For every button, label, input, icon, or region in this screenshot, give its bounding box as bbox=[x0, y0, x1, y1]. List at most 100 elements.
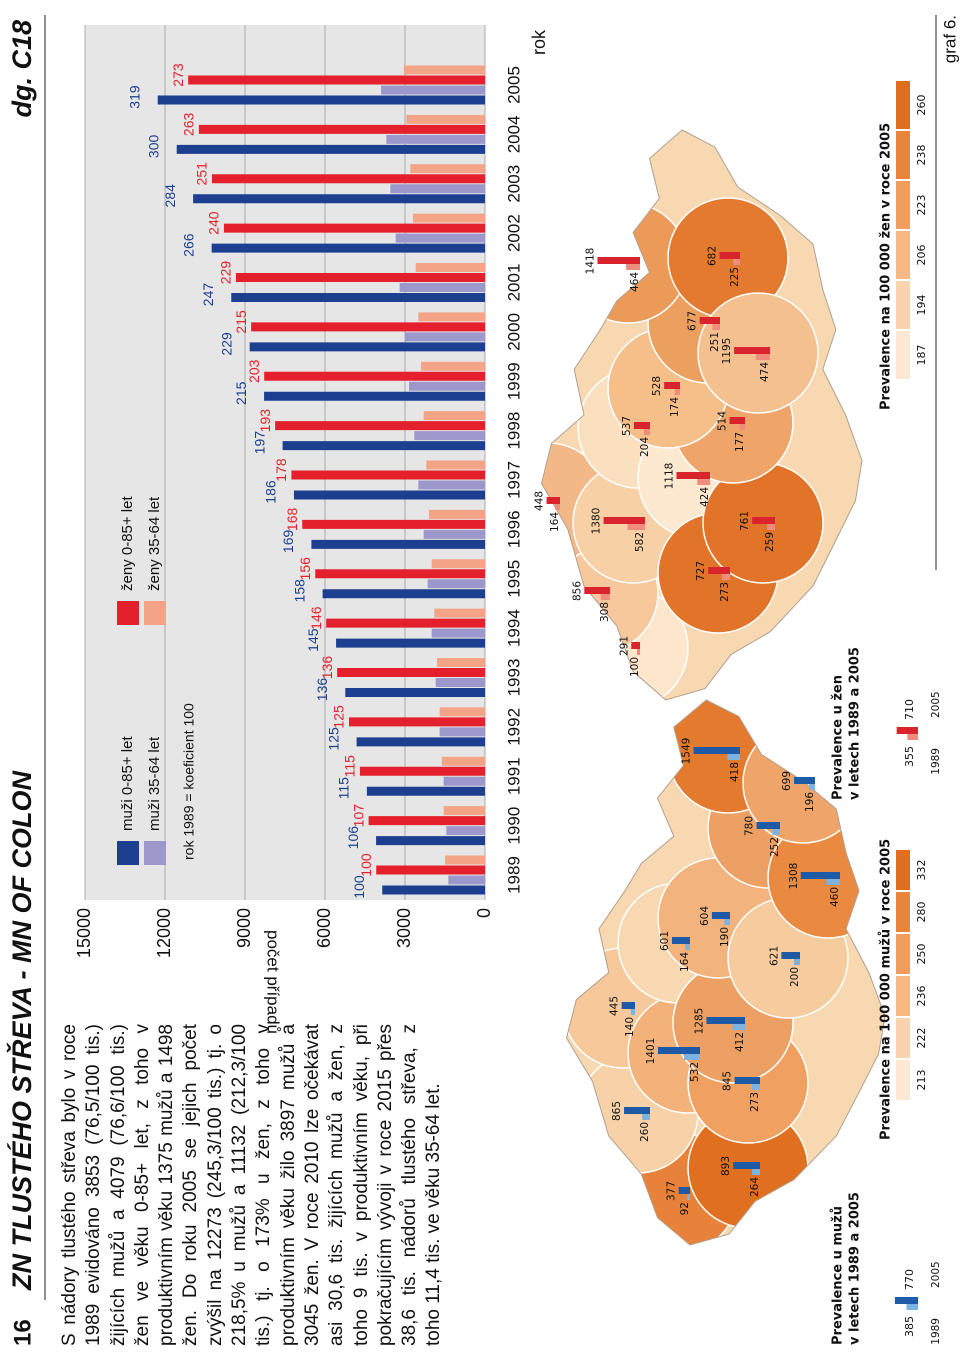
region-label-2005: 377 bbox=[666, 1181, 678, 1201]
bar bbox=[443, 806, 485, 816]
index-label: 229 bbox=[218, 261, 234, 285]
region-bar-2005 bbox=[693, 747, 741, 754]
x-tick-label: 1995 bbox=[504, 560, 523, 598]
region-bar-2005 bbox=[621, 1002, 636, 1009]
y-tick-label: 3000 bbox=[394, 908, 414, 948]
bar bbox=[366, 786, 485, 796]
region-bar-2005 bbox=[706, 1017, 746, 1024]
region-bar-1989 bbox=[767, 524, 775, 530]
bar bbox=[423, 411, 485, 421]
bar bbox=[337, 668, 485, 677]
x-tick-label: 1996 bbox=[504, 510, 523, 548]
x-tick-label: 2004 bbox=[504, 115, 523, 153]
region-bar-2005 bbox=[584, 587, 611, 594]
region-bar-2005 bbox=[676, 472, 711, 479]
x-tick-label: 1997 bbox=[504, 461, 523, 499]
bar bbox=[311, 539, 485, 549]
legend-swatch bbox=[144, 841, 166, 865]
bar bbox=[441, 756, 485, 766]
legend-swatch bbox=[144, 601, 166, 625]
bar bbox=[235, 273, 485, 282]
region-label-1989: 460 bbox=[829, 887, 841, 907]
bar bbox=[403, 65, 485, 75]
index-label: 115 bbox=[336, 777, 352, 800]
bar bbox=[193, 194, 485, 204]
region-bar-1989 bbox=[739, 424, 746, 430]
scale-title: Prevalence na 100 000 mužů v roce 2005 bbox=[879, 839, 894, 1140]
region-label-2005: 445 bbox=[609, 996, 621, 1016]
bar bbox=[415, 263, 485, 272]
index-label: 319 bbox=[126, 85, 142, 109]
region-bar-1989 bbox=[724, 919, 730, 925]
region-bar-1989 bbox=[600, 594, 611, 600]
index-label: 263 bbox=[181, 112, 197, 136]
bar bbox=[421, 361, 485, 371]
region-bar-1989 bbox=[627, 524, 645, 530]
legend-bar bbox=[896, 727, 919, 734]
bar bbox=[427, 579, 485, 589]
index-label: 125 bbox=[331, 705, 347, 729]
map-outline bbox=[540, 129, 863, 701]
index-label: 168 bbox=[284, 507, 300, 531]
region-bar-1989 bbox=[687, 1194, 690, 1200]
region-label-1989: 164 bbox=[679, 952, 691, 972]
index-label: 240 bbox=[206, 211, 222, 235]
legend-label: muži 35-64 let bbox=[146, 736, 163, 831]
index-label: 247 bbox=[200, 283, 216, 307]
region-bar-2005 bbox=[719, 252, 740, 259]
bar bbox=[429, 509, 485, 519]
region-bar-1989 bbox=[684, 1054, 700, 1060]
region-label-1989: 424 bbox=[699, 487, 711, 507]
index-label: 156 bbox=[297, 557, 313, 581]
region-label-1989: 225 bbox=[729, 267, 741, 287]
legend-year: 2005 bbox=[930, 1261, 942, 1288]
bar bbox=[381, 85, 485, 95]
legend-label: ženy 0-85+ let bbox=[119, 496, 136, 591]
scale-swatch bbox=[896, 281, 910, 329]
bar bbox=[249, 342, 485, 352]
bar bbox=[264, 371, 486, 381]
region-label-2005: 528 bbox=[651, 376, 663, 396]
region-label-2005: 1195 bbox=[721, 338, 733, 365]
index-label: 107 bbox=[350, 804, 366, 828]
scale-swatch bbox=[896, 81, 910, 129]
region-label-1989: 92 bbox=[679, 1202, 691, 1215]
bar bbox=[426, 460, 486, 470]
bar bbox=[176, 144, 485, 154]
bar bbox=[418, 480, 486, 490]
region-bar-2005 bbox=[664, 382, 680, 389]
chart-note: rok 1989 = koeficient 100 bbox=[181, 703, 197, 860]
scale-tick: 260 bbox=[915, 95, 928, 116]
bar bbox=[431, 559, 485, 569]
region-bar-2005 bbox=[733, 1162, 761, 1169]
bar bbox=[437, 658, 485, 667]
region-label-2005: 1401 bbox=[645, 1038, 657, 1065]
region-bar-1989 bbox=[642, 1114, 651, 1120]
bar bbox=[282, 441, 485, 451]
region-bar-1989 bbox=[637, 649, 640, 655]
bar bbox=[399, 283, 485, 292]
region-bar-2005 bbox=[781, 952, 800, 959]
y-tick-label: 12000 bbox=[154, 908, 174, 958]
region-label-2005: 1549 bbox=[681, 738, 693, 765]
region-bar-2005 bbox=[671, 937, 690, 944]
bar bbox=[359, 766, 485, 776]
region-label-2005: 845 bbox=[722, 1071, 734, 1091]
bar bbox=[445, 855, 486, 865]
region-label-2005: 699 bbox=[781, 771, 793, 791]
scale-tick: 222 bbox=[915, 1028, 928, 1049]
map-legend-title: Prevalence u mužů bbox=[831, 1206, 846, 1345]
region-bar-2005 bbox=[708, 567, 731, 574]
scale-tick: 206 bbox=[915, 245, 928, 266]
map-legend-title: v letech 1989 a 2005 bbox=[848, 1192, 863, 1345]
scale-swatch bbox=[896, 1018, 910, 1058]
bar bbox=[251, 322, 485, 332]
region-bar-1989 bbox=[755, 354, 771, 360]
bar bbox=[448, 875, 486, 885]
region-label-1989: 200 bbox=[789, 967, 801, 987]
index-label: 146 bbox=[308, 606, 324, 630]
x-tick-label: 1992 bbox=[504, 708, 523, 746]
region-bar-1989 bbox=[772, 829, 781, 835]
bar bbox=[418, 312, 486, 322]
region-label-1989: 252 bbox=[769, 837, 781, 857]
